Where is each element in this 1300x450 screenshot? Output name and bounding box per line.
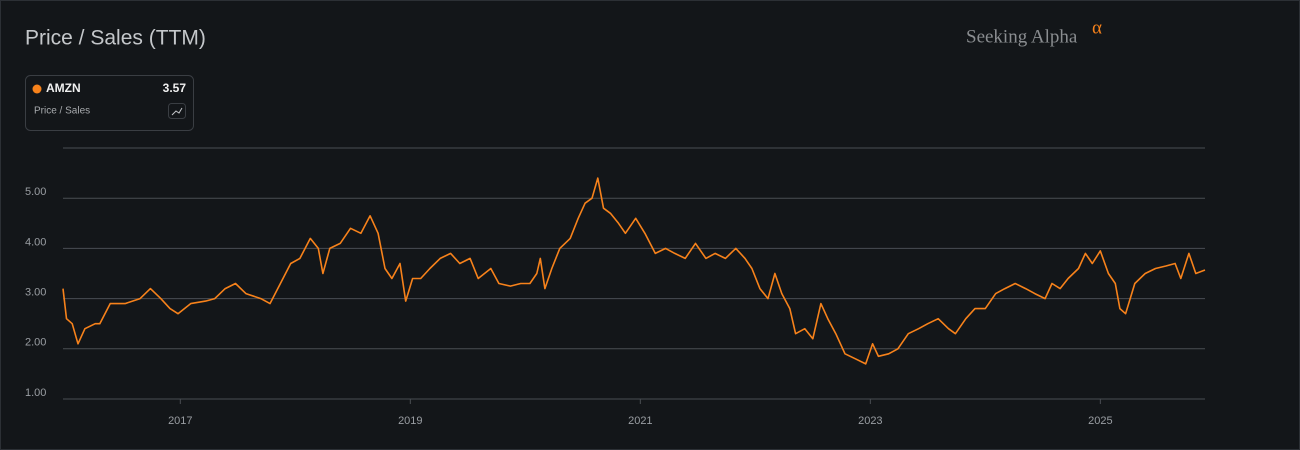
legend-swatch [32, 84, 42, 94]
y-tick-label: 3.00 [25, 287, 46, 299]
legend: AMZN 3.57 Price / Sales [25, 75, 194, 131]
legend-metric: Price / Sales [34, 106, 90, 117]
x-tick-label: 2017 [168, 415, 192, 427]
series-line [62, 177, 1206, 365]
brand-mark: α [1092, 17, 1102, 38]
y-tick-label: 5.00 [25, 186, 46, 198]
legend-name: AMZN [46, 81, 81, 95]
legend-box [25, 75, 194, 131]
y-tick-label: 1.00 [25, 387, 46, 399]
x-tick-label: 2023 [858, 415, 882, 427]
brand: Seeking Alpha [966, 26, 1078, 47]
chart-title: Price / Sales (TTM) [25, 27, 206, 50]
y-tick-label: 2.00 [25, 337, 46, 349]
legend-icon-glyph [171, 107, 183, 116]
x-tick-label: 2025 [1088, 415, 1112, 427]
legend-icon[interactable] [168, 103, 186, 119]
y-tick-label: 4.00 [25, 236, 46, 248]
x-tick-label: 2019 [398, 415, 422, 427]
x-tick-label: 2021 [628, 415, 652, 427]
legend-value[interactable]: 3.57 [163, 81, 187, 95]
